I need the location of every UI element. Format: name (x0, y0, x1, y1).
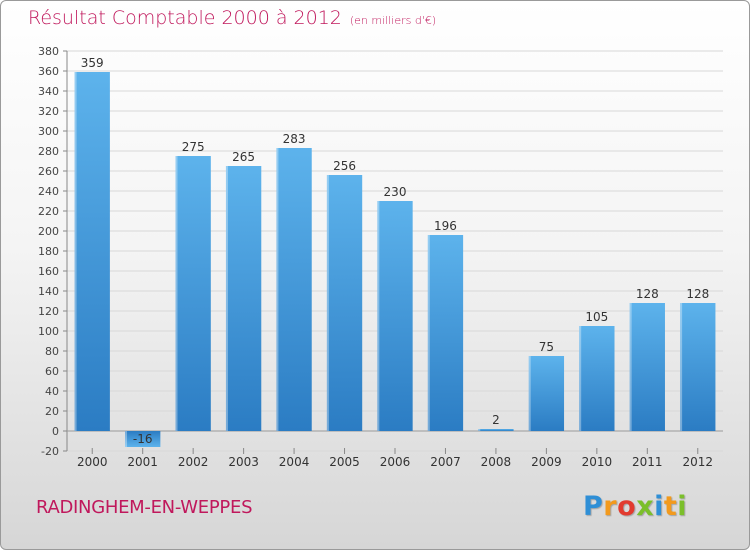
bar-2009 (528, 356, 565, 431)
logo-letter: o (617, 491, 637, 522)
bar-2011 (629, 303, 665, 431)
y-tick-label: 160 (38, 265, 59, 278)
y-tick-label: 120 (38, 305, 59, 318)
logo-letter: i (677, 491, 688, 522)
x-tick-label: 2006 (380, 455, 411, 469)
bar-highlight (175, 156, 178, 431)
commune-name: RADINGHEM-EN-WEPPES (36, 497, 253, 518)
bar-2012 (680, 303, 716, 431)
logo-letter: x (636, 491, 655, 522)
y-tick-label: -20 (41, 445, 59, 458)
y-tick-label: 260 (38, 165, 59, 178)
logo-letter: t (663, 491, 678, 522)
bar-highlight (579, 326, 582, 431)
bar-2010 (579, 326, 615, 431)
data-label-2003: 265 (232, 150, 255, 164)
chart-title-text: Résultat Comptable 2000 à 2012 (28, 7, 342, 29)
x-tick-label: 2009 (531, 455, 562, 469)
logo-letter: i (654, 491, 664, 522)
y-tick-label: 20 (45, 405, 59, 418)
data-label-2011: 128 (636, 287, 659, 301)
logo-letter: r (603, 491, 618, 522)
y-tick-label: 340 (38, 85, 59, 98)
x-tick-label: 2004 (279, 455, 310, 469)
x-tick-label: 2007 (430, 455, 461, 469)
bar-2008 (478, 429, 514, 431)
axis-layer: -20 0 20 40 60 80 100 120 140 160 180 200 220 240 260 2… (38, 45, 723, 458)
bar-highlight (427, 235, 430, 431)
bar-highlight (74, 72, 77, 431)
bar-2003 (225, 166, 262, 431)
data-label-2004: 283 (283, 132, 306, 146)
y-tick-label: 360 (38, 65, 59, 78)
bar-highlight (478, 429, 481, 431)
data-label-2002: 275 (182, 140, 205, 154)
y-tick-label: 140 (38, 285, 59, 298)
data-label-2008: 2 (492, 413, 500, 427)
bar-highlight (680, 303, 683, 431)
x-tick-label: 2002 (178, 455, 209, 469)
bar-highlight (326, 175, 329, 431)
y-tick-label: 300 (38, 125, 59, 138)
data-label-2001: -16 (133, 432, 153, 446)
y-tick-label: 100 (38, 325, 59, 338)
x-tick-label: 2010 (582, 455, 613, 469)
data-label-2007: 196 (434, 219, 457, 233)
y-tick-label: 80 (45, 345, 59, 358)
y-tick-label: 200 (38, 225, 59, 238)
label-layer: 3592000-16200127520022652003283200425620… (77, 56, 713, 469)
data-label-2009: 75 (539, 340, 554, 354)
bar-highlight (225, 166, 228, 431)
data-label-2006: 230 (384, 185, 407, 199)
bar-2002 (175, 156, 211, 431)
y-tick-label: 220 (38, 205, 59, 218)
bar-2004 (276, 148, 312, 431)
x-tick-label: 2001 (127, 455, 158, 469)
x-tick-label: 2005 (329, 455, 360, 469)
y-tick-label: 380 (38, 45, 59, 58)
data-label-2010: 105 (585, 310, 608, 324)
x-tick-label: 2003 (228, 455, 259, 469)
logo-letter: P (583, 491, 604, 522)
x-tick-label: 2000 (77, 455, 108, 469)
bar-highlight (528, 356, 531, 431)
bar-layer (74, 72, 716, 447)
bar-2000 (74, 72, 110, 431)
y-tick-label: 240 (38, 185, 59, 198)
bar-2006 (377, 201, 413, 431)
bar-chart: -20 0 20 40 60 80 100 120 140 160 180 200 220 240 260 2… (38, 45, 723, 469)
bar-highlight (276, 148, 279, 431)
proxiti-logo: Proxiti (583, 491, 687, 522)
bar-2001 (125, 431, 161, 447)
x-tick-label: 2012 (682, 455, 713, 469)
bar-highlight (377, 201, 380, 431)
y-tick-label: 0 (52, 425, 59, 438)
y-tick-label: 320 (38, 105, 59, 118)
chart-title: Résultat Comptable 2000 à 2012 (en millie… (28, 7, 436, 29)
y-tick-label: 40 (45, 385, 59, 398)
y-tick-label: 180 (38, 245, 59, 258)
bar-2007 (427, 235, 464, 431)
x-tick-label: 2011 (632, 455, 663, 469)
data-label-2005: 256 (333, 159, 356, 173)
y-tick-label: 280 (38, 145, 59, 158)
bar-2005 (326, 175, 363, 431)
y-tick-label: 60 (45, 365, 59, 378)
data-label-2012: 128 (686, 287, 709, 301)
bar-highlight (125, 431, 128, 447)
chart-subtitle: (en milliers d'€) (349, 14, 437, 27)
x-tick-label: 2008 (481, 455, 512, 469)
data-label-2000: 359 (81, 56, 104, 70)
bar-highlight (629, 303, 632, 431)
